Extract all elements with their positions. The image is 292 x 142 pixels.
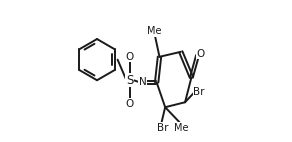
Text: O: O: [126, 99, 134, 109]
Text: N: N: [139, 77, 146, 87]
Text: Me: Me: [173, 123, 188, 133]
Text: Br: Br: [194, 87, 205, 97]
Text: Br: Br: [157, 123, 168, 133]
Text: O: O: [126, 52, 134, 62]
Text: S: S: [126, 74, 133, 87]
Text: Me: Me: [147, 26, 161, 36]
Text: O: O: [197, 49, 205, 59]
